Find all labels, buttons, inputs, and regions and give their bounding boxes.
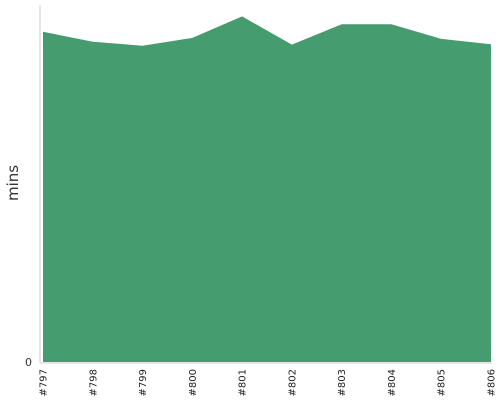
x-tick-label: #798 — [88, 369, 99, 396]
y-tick-label: 0 — [25, 356, 32, 369]
plot-area — [43, 16, 491, 362]
x-tick-label: #800 — [188, 369, 199, 396]
x-tick-label: #799 — [138, 369, 149, 396]
x-tick-label: #806 — [487, 369, 498, 396]
y-axis-label: mins — [4, 165, 22, 201]
x-tick-label: #803 — [337, 369, 348, 396]
x-tick-labels: #797 #798 #799 #800 #801 #802 #803 #804 #805 #806 — [39, 369, 498, 396]
x-tick-label: #805 — [437, 369, 448, 396]
x-tick-label: #802 — [287, 369, 298, 396]
x-tick-label: #797 — [39, 369, 50, 396]
x-tick-label: #804 — [387, 369, 398, 396]
x-tick-label: #801 — [238, 369, 249, 396]
area-series-fill — [43, 16, 491, 362]
